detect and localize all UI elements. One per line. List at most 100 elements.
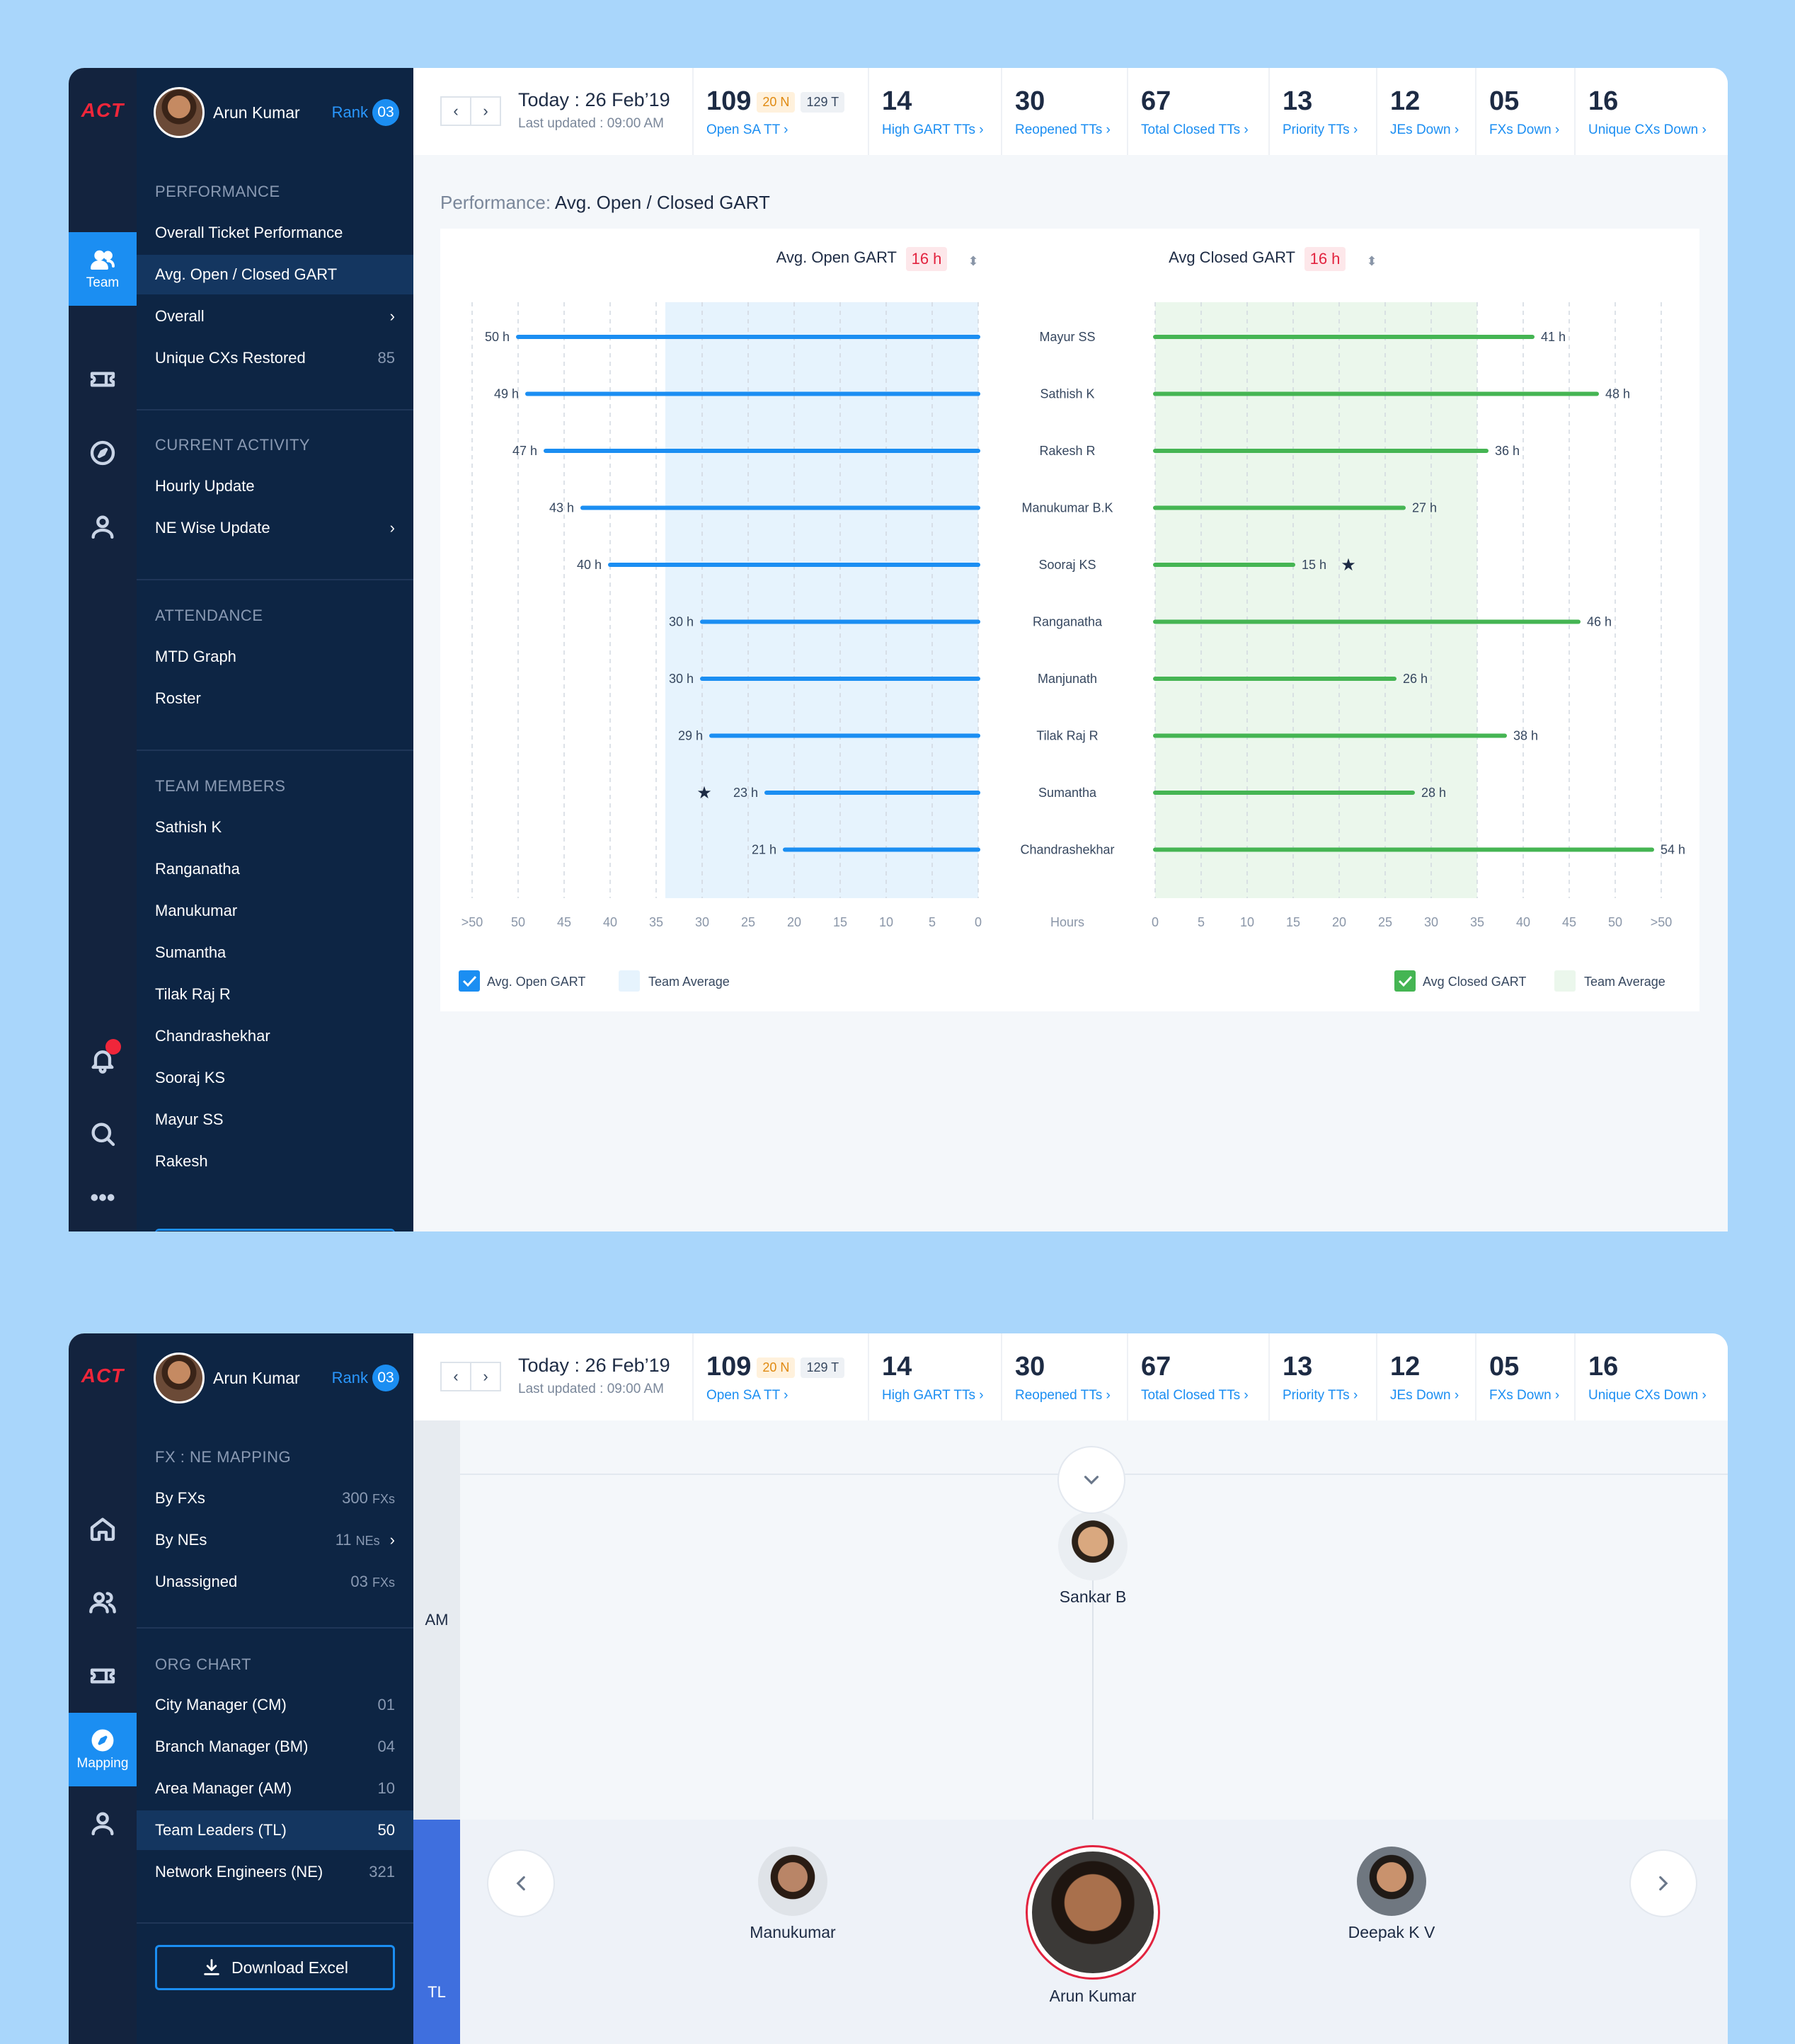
stat-unique-cxs-down[interactable]: 16 Unique CXs Down › xyxy=(1576,1333,1728,1420)
rail-profile[interactable] xyxy=(69,1786,137,1860)
nav-area-manager[interactable]: Area Manager (AM) 10 xyxy=(137,1769,413,1808)
rail-home[interactable] xyxy=(69,1492,137,1566)
profile[interactable]: Arun Kumar Rank 03 xyxy=(154,86,399,139)
user-icon xyxy=(91,1812,114,1836)
org-person-manukumar[interactable]: Manukumar xyxy=(729,1847,856,1942)
stat-reopened[interactable]: 30 Reopened TTs › xyxy=(1002,68,1128,155)
org-person-arun-kumar[interactable]: Arun Kumar xyxy=(1015,1845,1171,2006)
nav-label: Overall xyxy=(155,307,205,325)
collapse-button[interactable] xyxy=(1057,1446,1125,1514)
avatar-selected xyxy=(1026,1845,1160,1980)
nav-roster[interactable]: Roster xyxy=(137,679,413,718)
nav-overall[interactable]: Overall › xyxy=(137,297,413,336)
closed-team-average-band xyxy=(1155,302,1477,898)
rail-more[interactable] xyxy=(69,1176,137,1219)
rail-tickets[interactable] xyxy=(69,1639,137,1713)
team-member-item[interactable]: Mayur SS xyxy=(137,1100,413,1139)
closed-x-tick: 10 xyxy=(1240,915,1254,929)
nav-label: Roster xyxy=(155,689,201,707)
stat-jes-down[interactable]: 12 JEs Down › xyxy=(1377,1333,1476,1420)
stat-label: Unique CXs Down xyxy=(1588,1388,1699,1403)
team-member-item[interactable]: Sathish K xyxy=(137,808,413,847)
category-label: Sathish K xyxy=(1040,387,1094,401)
stat-priority[interactable]: 13 Priority TTs › xyxy=(1270,1333,1377,1420)
team-member-item[interactable]: Ranganatha xyxy=(137,849,413,889)
stat-total-closed[interactable]: 67 Total Closed TTs › xyxy=(1128,1333,1270,1420)
next-date-button[interactable]: › xyxy=(470,96,501,126)
team-member-item[interactable]: Tilak Raj R xyxy=(137,975,413,1014)
prev-date-button[interactable]: ‹ xyxy=(440,1362,471,1391)
team-member-item[interactable]: Manukumar xyxy=(137,891,413,931)
chevron-right-icon: › xyxy=(1454,1388,1459,1403)
stat-jes-down[interactable]: 12 JEs Down › xyxy=(1377,68,1476,155)
rail-search[interactable] xyxy=(69,1097,137,1171)
nav-unique-cxs-restored[interactable]: Unique CXs Restored 85 xyxy=(137,338,413,378)
stat-open-sa-tt[interactable]: 109 20 N 129 T Open SA TT › xyxy=(694,68,869,155)
rail-team[interactable]: Team xyxy=(69,232,137,306)
nav-avg-open-closed-gart[interactable]: Avg. Open / Closed GART xyxy=(137,255,413,294)
prev-page-button[interactable] xyxy=(487,1849,555,1917)
rail-notifications[interactable] xyxy=(69,1023,137,1097)
compass-icon xyxy=(90,440,115,466)
rail-mapping[interactable]: Mapping xyxy=(69,1713,137,1786)
stat-reopened[interactable]: 30 Reopened TTs › xyxy=(1002,1333,1128,1420)
team-member-item[interactable]: Chandrashekhar xyxy=(137,1016,413,1056)
nav-ne-wise-update[interactable]: NE Wise Update › xyxy=(137,508,413,548)
org-person-deepak[interactable]: Deepak K V xyxy=(1328,1847,1455,1942)
stat-total-closed[interactable]: 67 Total Closed TTs › xyxy=(1128,68,1270,155)
date-nav: ‹ › xyxy=(440,1362,501,1391)
total-chip: 129 T xyxy=(801,1357,845,1378)
nav-team-leaders[interactable]: Team Leaders (TL) 50 xyxy=(137,1810,413,1850)
x-axis-label: Hours xyxy=(1050,915,1084,929)
org-person-sankar[interactable]: Sankar B xyxy=(1036,1511,1149,1607)
team-member-item[interactable]: Sooraj KS xyxy=(137,1058,413,1098)
rail-mapping[interactable] xyxy=(69,416,137,490)
nav-by-nes[interactable]: By NEs 11 NEs › xyxy=(137,1520,413,1560)
chevron-right-icon: › xyxy=(979,1388,984,1403)
team-member-item[interactable]: Rakesh xyxy=(137,1142,413,1181)
next-page-button[interactable] xyxy=(1629,1849,1697,1917)
closed-x-tick: 45 xyxy=(1562,915,1576,929)
open-x-tick: 20 xyxy=(787,915,801,929)
stat-high-gart[interactable]: 14 High GART TTs › xyxy=(869,1333,1002,1420)
open-x-tick: 25 xyxy=(741,915,755,929)
nav-overall-ticket-performance[interactable]: Overall Ticket Performance xyxy=(137,213,413,253)
section-performance: PERFORMANCE xyxy=(155,183,280,200)
profile[interactable]: Arun Kumar Rank 03 xyxy=(154,1352,399,1404)
closed-x-tick: 35 xyxy=(1470,915,1484,929)
nav-branch-manager[interactable]: Branch Manager (BM) 04 xyxy=(137,1727,413,1767)
last-updated: Last updated : 09:00 AM xyxy=(518,1382,664,1396)
stat-high-gart[interactable]: 14 High GART TTs › xyxy=(869,68,1002,155)
nav-hourly-update[interactable]: Hourly Update xyxy=(137,466,413,506)
rail-profile[interactable] xyxy=(69,490,137,563)
stat-open-sa-tt[interactable]: 109 20 N 129 T Open SA TT › xyxy=(694,1333,869,1420)
rank: Rank 03 xyxy=(332,1365,399,1391)
nav-label: City Manager (CM) xyxy=(155,1696,287,1713)
nav-city-manager[interactable]: City Manager (CM) 01 xyxy=(137,1685,413,1725)
stat-label: Priority TTs xyxy=(1283,1388,1350,1403)
open-bar-label: 21 h xyxy=(752,843,776,857)
stat-label: High GART TTs xyxy=(882,1388,975,1403)
nav-by-fxs[interactable]: By FXs 300 FXs xyxy=(137,1479,413,1518)
stat-fxs-down[interactable]: 05 FXs Down › xyxy=(1476,1333,1576,1420)
notification-dot xyxy=(105,1039,121,1055)
stat-fxs-down[interactable]: 05 FXs Down › xyxy=(1476,68,1576,155)
next-date-button[interactable]: › xyxy=(470,1362,501,1391)
nav-mtd-graph[interactable]: MTD Graph xyxy=(137,637,413,677)
download-excel-button[interactable]: Download Excel xyxy=(155,1945,395,1990)
tl-level: Manukumar Arun Kumar Deepak K V xyxy=(460,1820,1728,2044)
category-label: Sooraj KS xyxy=(1038,558,1096,572)
open-legend-label: Avg. Open GART xyxy=(487,975,585,989)
stat-priority[interactable]: 13 Priority TTs › xyxy=(1270,68,1377,155)
rail-team[interactable] xyxy=(69,1566,137,1639)
nav-network-engineers[interactable]: Network Engineers (NE) 321 xyxy=(137,1852,413,1892)
prev-date-button[interactable]: ‹ xyxy=(440,96,471,126)
ticket-icon xyxy=(90,372,115,387)
nav-unassigned[interactable]: Unassigned 03 FXs xyxy=(137,1562,413,1602)
closed-badge: 16 h xyxy=(1310,250,1341,268)
stat-unique-cxs-down[interactable]: 16 Unique CXs Down › xyxy=(1576,68,1728,155)
closed-avg-swatch xyxy=(1554,970,1576,992)
team-member-item[interactable]: Sumantha xyxy=(137,933,413,972)
rail-tickets[interactable] xyxy=(69,343,137,416)
chevron-right-icon: › xyxy=(483,102,488,120)
